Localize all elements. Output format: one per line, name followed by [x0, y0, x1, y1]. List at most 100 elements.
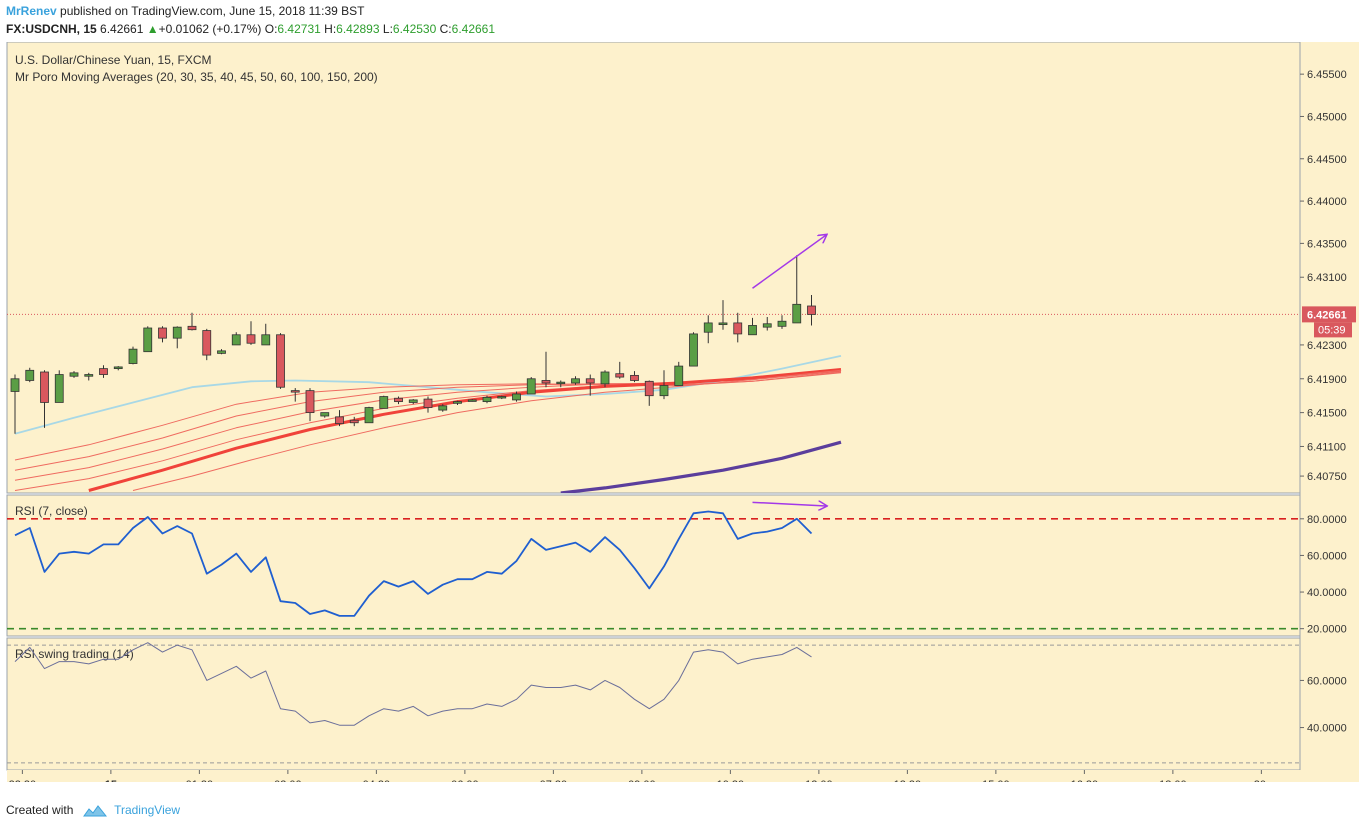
pane-rsi[interactable] — [6, 494, 1301, 637]
price-tick-label: 6.45500 — [1307, 69, 1347, 81]
high-label: H: — [324, 22, 337, 36]
candle-body[interactable] — [349, 419, 359, 424]
rsi-tick-label: 80.0000 — [1307, 514, 1347, 526]
pane-swing[interactable] — [6, 637, 1301, 771]
candle-body[interactable] — [408, 399, 418, 403]
candle-body[interactable] — [541, 380, 551, 384]
candle-body[interactable] — [54, 374, 64, 403]
price-tick-label: 6.43500 — [1307, 238, 1347, 250]
candle-body[interactable] — [615, 373, 625, 378]
pane-main[interactable] — [6, 42, 1301, 494]
candle-body[interactable] — [571, 378, 580, 384]
candle-body[interactable] — [276, 334, 285, 388]
rsi-tick-label: 40.0000 — [1307, 587, 1347, 599]
candle-body[interactable] — [630, 374, 639, 381]
candle-body[interactable] — [128, 348, 138, 364]
swing-tick-label: 40.0000 — [1307, 723, 1347, 735]
ma-indicator-title: Mr Poro Moving Averages (20, 30, 35, 40,… — [15, 70, 378, 84]
candle-body[interactable] — [69, 372, 79, 377]
candle-body[interactable] — [379, 396, 389, 409]
time-axis[interactable] — [7, 770, 1359, 782]
candle-body[interactable] — [792, 303, 802, 324]
last-price-label: 6.42661 — [1307, 309, 1347, 321]
candle-body[interactable] — [394, 397, 403, 403]
candle-body[interactable] — [733, 322, 743, 335]
rsi-divergence-arrow[interactable] — [752, 502, 827, 506]
chart-area[interactable]: U.S. Dollar/Chinese Yuan, 15, FXCM Mr Por… — [0, 42, 1359, 782]
candle-body[interactable] — [585, 378, 595, 384]
rsi-swing-line[interactable] — [14, 642, 812, 726]
candle-body[interactable] — [556, 381, 566, 385]
publish-line: MrRenev published on TradingView.com, Ju… — [6, 4, 364, 18]
candle-body[interactable] — [172, 326, 182, 339]
time-tick-label: 03:00 — [274, 779, 302, 782]
published-text: published on TradingView.com, June 15, 2… — [60, 4, 365, 18]
candle-body[interactable] — [113, 366, 123, 370]
open-value: 6.42731 — [277, 22, 321, 36]
candle-body[interactable] — [202, 330, 212, 356]
candle-body[interactable] — [305, 390, 315, 414]
rsi-line[interactable] — [14, 510, 813, 617]
candle-body[interactable] — [320, 412, 330, 417]
high-value: 6.42893 — [336, 22, 380, 36]
candle-body[interactable] — [467, 399, 477, 402]
candle-body[interactable] — [10, 378, 20, 392]
candle-body[interactable] — [246, 334, 256, 344]
candle-body[interactable] — [158, 327, 167, 339]
candle-body[interactable] — [600, 371, 610, 385]
candle-body[interactable] — [143, 327, 153, 353]
price-change: +0.01062 (+0.17%) — [158, 22, 262, 36]
low-value: 6.42530 — [392, 22, 437, 36]
moving-average-line — [132, 369, 842, 491]
candle-body[interactable] — [748, 325, 757, 336]
last-price: 6.42661 — [100, 22, 144, 36]
price-tick-label: 6.41500 — [1307, 408, 1347, 420]
symbol-label: FX:USDCNH, 15 — [6, 22, 97, 36]
candle-body[interactable] — [526, 378, 536, 395]
low-label: L: — [382, 22, 393, 36]
candle-body[interactable] — [703, 322, 713, 333]
candle-body[interactable] — [497, 396, 507, 399]
candle-body[interactable] — [689, 333, 698, 367]
candle-body[interactable] — [99, 368, 108, 375]
author-link[interactable]: MrRenev — [6, 4, 57, 18]
time-tick-label: 01:30 — [186, 779, 214, 782]
candle-body[interactable] — [364, 407, 374, 424]
moving-average-line — [560, 440, 842, 493]
candle-body[interactable] — [762, 323, 772, 328]
candle-body[interactable] — [335, 416, 344, 425]
time-tick-label: 15:00 — [982, 779, 1010, 782]
candle-body[interactable] — [807, 305, 816, 315]
candle-body[interactable] — [423, 398, 433, 408]
price-scale[interactable] — [1300, 42, 1359, 770]
time-tick-label: 20: — [1254, 779, 1269, 782]
price-tick-label: 6.41100 — [1307, 441, 1346, 453]
price-tick-label: 6.40750 — [1307, 471, 1347, 483]
price-tick-label: 6.44000 — [1307, 196, 1347, 208]
candle-body[interactable] — [25, 369, 35, 381]
candle-body[interactable] — [644, 380, 654, 397]
candle-body[interactable] — [512, 393, 521, 401]
trend-arrow[interactable] — [752, 235, 827, 289]
tradingview-link[interactable]: TradingView — [114, 803, 181, 817]
rsi-swing-title: RSI swing trading (14) — [15, 647, 134, 661]
candle-body[interactable] — [290, 390, 300, 393]
candle-body[interactable] — [482, 396, 492, 403]
candle-body[interactable] — [777, 320, 787, 327]
candle-body[interactable] — [438, 405, 448, 411]
tradingview-logo-icon — [82, 804, 107, 817]
candle-body[interactable] — [659, 385, 669, 397]
candle-body[interactable] — [674, 365, 684, 386]
candle-body[interactable] — [40, 371, 49, 403]
moving-average-line — [14, 371, 842, 471]
candle-body[interactable] — [231, 334, 241, 346]
candle-body[interactable] — [187, 325, 197, 331]
candle-body[interactable] — [718, 322, 728, 326]
last-price-badge — [1302, 306, 1356, 323]
time-tick-label: 12:00 — [805, 779, 833, 782]
candle-body[interactable] — [453, 401, 462, 404]
candle-body[interactable] — [84, 374, 94, 377]
candle-body[interactable] — [217, 350, 226, 354]
candle-body[interactable] — [261, 334, 271, 346]
time-tick-label: 16:30 — [1071, 779, 1099, 782]
